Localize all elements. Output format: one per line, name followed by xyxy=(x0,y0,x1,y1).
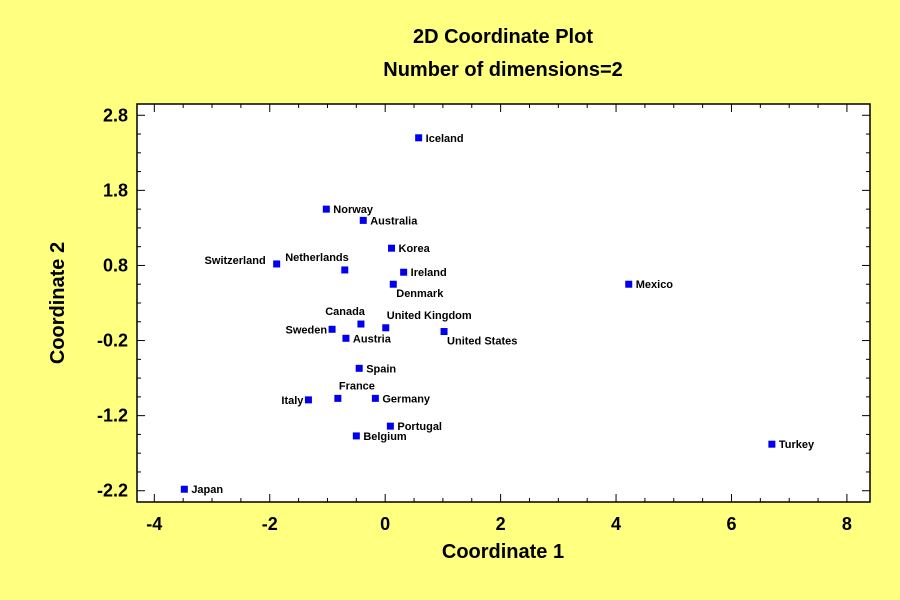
point-austria xyxy=(342,334,350,342)
point-label-turkey: Turkey xyxy=(779,439,815,451)
point-italy xyxy=(304,396,312,404)
y-tick-label: 2.8 xyxy=(103,105,128,125)
x-tick-label: 6 xyxy=(726,514,736,534)
point-denmark xyxy=(389,280,397,288)
plot-area xyxy=(136,103,871,503)
chart-subtitle: Number of dimensions=2 xyxy=(383,59,623,81)
point-korea xyxy=(388,244,396,252)
point-label-united-kingdom: United Kingdom xyxy=(387,310,472,322)
point-label-ireland: Ireland xyxy=(411,267,447,279)
point-label-korea: Korea xyxy=(399,243,431,255)
point-canada xyxy=(357,320,365,328)
point-label-netherlands: Netherlands xyxy=(285,252,349,264)
point-label-iceland: Iceland xyxy=(426,133,464,145)
point-spain xyxy=(355,364,363,372)
point-france xyxy=(334,394,342,402)
y-tick-label: 1.8 xyxy=(103,180,128,200)
point-label-switzerland: Switzerland xyxy=(205,255,266,267)
point-label-france: France xyxy=(339,380,375,392)
y-tick-label: 0.8 xyxy=(103,255,128,275)
point-label-mexico: Mexico xyxy=(636,279,674,291)
point-mexico xyxy=(625,280,633,288)
chart-title: 2D Coordinate Plot xyxy=(413,26,593,48)
point-ireland xyxy=(400,268,408,276)
x-tick-label: -4 xyxy=(146,514,162,534)
point-norway xyxy=(322,205,330,213)
y-axis-title: Coordinate 2 xyxy=(47,242,69,364)
point-germany xyxy=(371,394,379,402)
y-tick-labels: 2.8 1.8 0.8 -0.2 -1.2 -2.2 xyxy=(97,105,128,500)
x-tick-labels: -4 -2 0 2 4 6 8 xyxy=(146,514,852,534)
x-tick-label: 8 xyxy=(842,514,852,534)
point-belgium xyxy=(352,432,360,440)
axis-ticks xyxy=(137,104,870,502)
point-label-portugal: Portugal xyxy=(397,421,442,433)
x-tick-label: -2 xyxy=(262,514,278,534)
point-label-united-states: United States xyxy=(447,336,517,348)
point-portugal xyxy=(386,422,394,430)
point-label-germany: Germany xyxy=(382,393,431,405)
point-iceland xyxy=(415,134,423,142)
point-japan xyxy=(180,485,188,493)
point-australia xyxy=(359,216,367,224)
point-switzerland xyxy=(273,260,281,268)
x-tick-label: 2 xyxy=(496,514,506,534)
point-label-canada: Canada xyxy=(325,306,366,318)
point-label-sweden: Sweden xyxy=(286,324,328,336)
point-turkey xyxy=(768,440,776,448)
x-axis-title: Coordinate 1 xyxy=(442,541,564,563)
x-tick-label: 0 xyxy=(380,514,390,534)
point-label-norway: Norway xyxy=(333,204,374,216)
y-tick-label: -2.2 xyxy=(97,481,128,501)
y-tick-label: -1.2 xyxy=(97,406,128,426)
point-label-denmark: Denmark xyxy=(396,288,444,300)
point-label-italy: Italy xyxy=(281,395,304,407)
point-sweden xyxy=(328,325,336,333)
point-label-japan: Japan xyxy=(191,484,223,496)
point-label-austria: Austria xyxy=(353,333,392,345)
point-netherlands xyxy=(341,266,349,274)
y-tick-label: -0.2 xyxy=(97,331,128,351)
point-label-australia: Australia xyxy=(370,215,418,227)
point-label-spain: Spain xyxy=(366,363,396,375)
point-label-belgium: Belgium xyxy=(363,431,407,443)
point-united-states xyxy=(440,328,448,336)
point-united-kingdom xyxy=(382,324,390,332)
x-tick-label: 4 xyxy=(611,514,621,534)
